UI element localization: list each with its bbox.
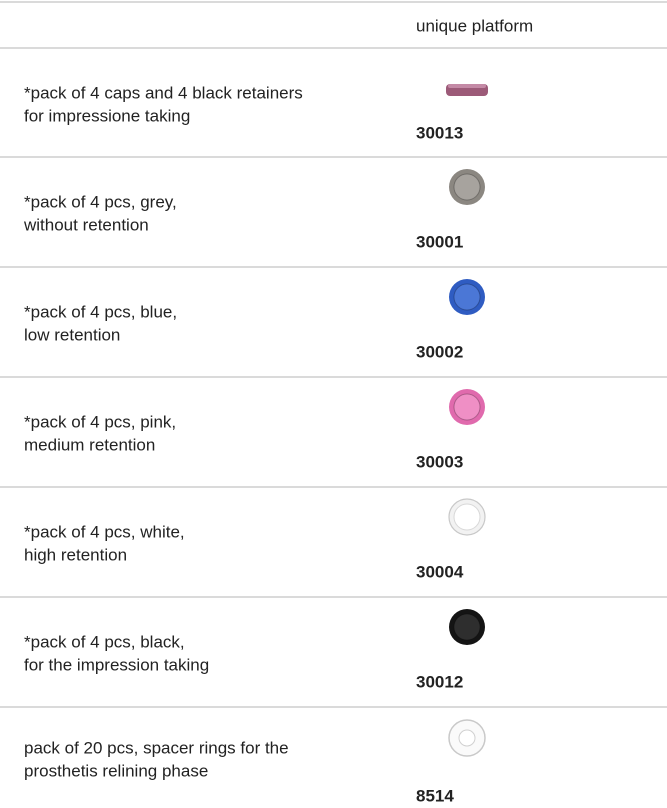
description: *pack of 4 caps and 4 black retainers <box>24 83 303 102</box>
product-code: 30004 <box>416 562 464 581</box>
product-code: 30002 <box>416 342 463 361</box>
product-code: 30003 <box>416 452 463 471</box>
product-code: 8514 <box>416 786 454 805</box>
description: low retention <box>24 325 120 344</box>
product-image <box>448 719 486 757</box>
ring-hole <box>458 729 476 747</box>
product-image <box>449 389 485 425</box>
cap-icon-inner <box>453 503 481 531</box>
column-header: unique platform <box>416 16 533 35</box>
description: *pack of 4 pcs, pink, <box>24 412 176 431</box>
description: high retention <box>24 545 127 564</box>
product-image <box>449 609 485 645</box>
cap-icon-top <box>448 84 486 88</box>
product-code: 30012 <box>416 672 463 691</box>
description: *pack of 4 pcs, white, <box>24 522 185 541</box>
cap-icon-inner <box>453 283 481 311</box>
cap-icon-inner <box>453 613 481 641</box>
product-code: 30013 <box>416 123 463 142</box>
product-image <box>449 279 485 315</box>
description: without retention <box>23 215 149 234</box>
product-code: 30001 <box>416 232 463 251</box>
description: *pack of 4 pcs, black, <box>24 632 185 651</box>
product-image <box>448 498 486 536</box>
description: pack of 20 pcs, spacer rings for the <box>24 738 289 757</box>
cap-icon-inner <box>453 173 481 201</box>
description: for the impression taking <box>24 655 209 674</box>
description: prosthetis relining phase <box>24 761 208 780</box>
description: medium retention <box>24 435 155 454</box>
product-image <box>449 169 485 205</box>
product-image <box>446 84 488 96</box>
description: *pack of 4 pcs, grey, <box>24 192 177 211</box>
cap-icon-inner <box>453 393 481 421</box>
description: *pack of 4 pcs, blue, <box>24 302 177 321</box>
description: for impressione taking <box>24 106 190 125</box>
